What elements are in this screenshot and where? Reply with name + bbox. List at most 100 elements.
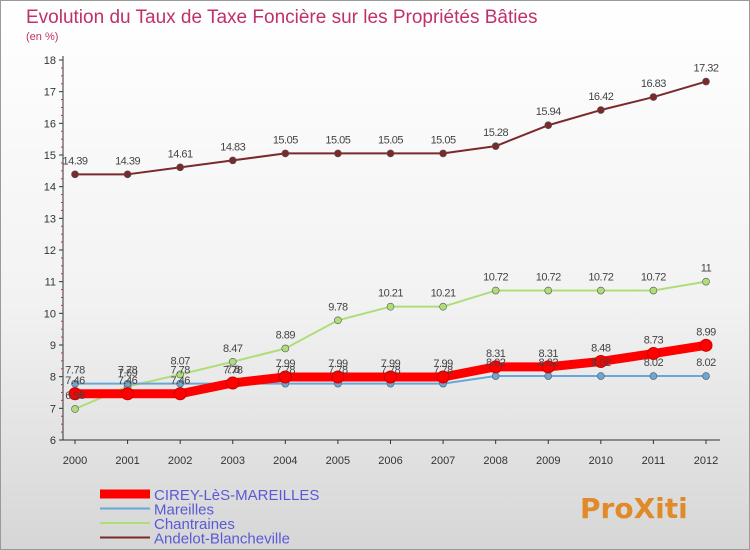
data-point (597, 106, 605, 114)
data-point (386, 149, 395, 158)
data-label: 14.39 (115, 155, 140, 167)
proxiti-logo: ProXiti (580, 492, 688, 525)
data-point (491, 372, 500, 380)
data-label: 7.8 (226, 364, 240, 376)
x-tick-label: 2004 (273, 455, 297, 467)
data-point (226, 376, 240, 390)
data-label: 8.31 (539, 348, 559, 360)
data-point (594, 354, 608, 368)
data-label: 10.72 (641, 272, 666, 284)
data-label: 15.05 (378, 134, 403, 146)
data-label: 7.78 (170, 365, 190, 377)
data-point (384, 370, 397, 384)
data-label: 8.02 (591, 357, 611, 369)
data-point (541, 360, 555, 374)
y-axis-label: (en %) (26, 31, 58, 43)
data-point (71, 379, 79, 388)
y-tick-label: 14 (44, 182, 56, 194)
data-point (176, 163, 184, 172)
data-point (173, 387, 187, 401)
y-tick-label: 6 (50, 435, 56, 447)
data-point (597, 372, 605, 380)
data-label: 11 (701, 263, 712, 275)
data-label: 8.02 (644, 357, 664, 369)
data-label: 7.46 (118, 375, 138, 387)
data-point (646, 347, 660, 361)
y-tick-label: 8 (50, 372, 56, 384)
data-point (71, 405, 79, 413)
data-point (228, 156, 237, 165)
data-label: 9.78 (328, 301, 348, 313)
x-tick-label: 2006 (378, 455, 402, 467)
y-tick-label: 12 (44, 245, 56, 257)
data-label: 7.78 (118, 365, 138, 377)
data-point (176, 370, 184, 379)
data-label: 7.78 (433, 365, 453, 377)
data-point (176, 379, 184, 388)
y-tick-label: 10 (44, 308, 56, 320)
x-tick-label: 2005 (326, 455, 350, 467)
data-label: 15.05 (273, 134, 298, 146)
data-label: 7.78 (381, 365, 401, 377)
data-label: 15.94 (536, 106, 561, 118)
data-label: 17.32 (693, 63, 718, 75)
data-point (597, 286, 605, 295)
data-point (281, 149, 290, 158)
data-point (228, 357, 237, 366)
legend-entry: Andelot-Blancheville (154, 531, 290, 548)
data-label: 8.73 (644, 335, 664, 347)
chart-title: Evolution du Taux de Taxe Foncière sur l… (26, 7, 538, 28)
y-tick-label: 15 (44, 150, 56, 162)
data-point (544, 286, 553, 295)
data-label: 7.78 (65, 365, 85, 377)
data-label: 7.69 (118, 367, 138, 379)
data-point (334, 316, 342, 325)
data-point (649, 286, 658, 295)
data-point (71, 170, 79, 179)
data-point (702, 77, 710, 86)
data-point (439, 302, 447, 311)
x-tick-label: 2000 (63, 455, 87, 467)
legend-entry: Mareilles (154, 502, 214, 519)
data-label: 8.02 (696, 357, 716, 369)
data-label: 7.99 (276, 358, 296, 370)
data-point (491, 286, 500, 295)
data-label: 16.42 (588, 91, 613, 103)
data-label: 15.28 (483, 127, 508, 139)
data-point (544, 121, 553, 130)
data-point (334, 149, 342, 158)
data-point (123, 379, 132, 388)
data-label: 10.21 (431, 288, 456, 300)
data-label: 7.99 (433, 358, 453, 370)
data-point (121, 387, 135, 401)
data-point (489, 360, 503, 374)
series-lines (68, 77, 713, 413)
x-tick-label: 2009 (536, 455, 560, 467)
data-label: 14.39 (62, 155, 87, 167)
data-point (699, 338, 713, 352)
y-tick-label: 7 (50, 403, 56, 415)
x-tick-label: 2003 (221, 455, 245, 467)
data-label: 7.78 (328, 365, 348, 377)
data-label: 7.99 (328, 358, 348, 370)
data-label: 7.99 (381, 358, 401, 370)
data-point (544, 372, 553, 380)
data-label: 8.47 (223, 343, 243, 355)
y-tick-label: 17 (44, 87, 56, 99)
data-point (123, 170, 132, 179)
data-label: 8.07 (170, 355, 190, 367)
data-label: 10.72 (483, 272, 508, 284)
logo: ProXiti (580, 492, 688, 525)
legend: CIREY-LèS-MAREILLESMareillesChantrainesA… (100, 487, 319, 548)
data-label: 10.21 (378, 288, 403, 300)
data-label: 8.02 (486, 357, 506, 369)
data-label: 7.78 (223, 365, 243, 377)
data-label: 10.72 (536, 272, 561, 284)
data-label: 15.05 (325, 134, 350, 146)
x-tick-label: 2001 (115, 455, 139, 467)
data-label: 7.78 (276, 365, 296, 377)
data-label: 15.05 (431, 134, 456, 146)
